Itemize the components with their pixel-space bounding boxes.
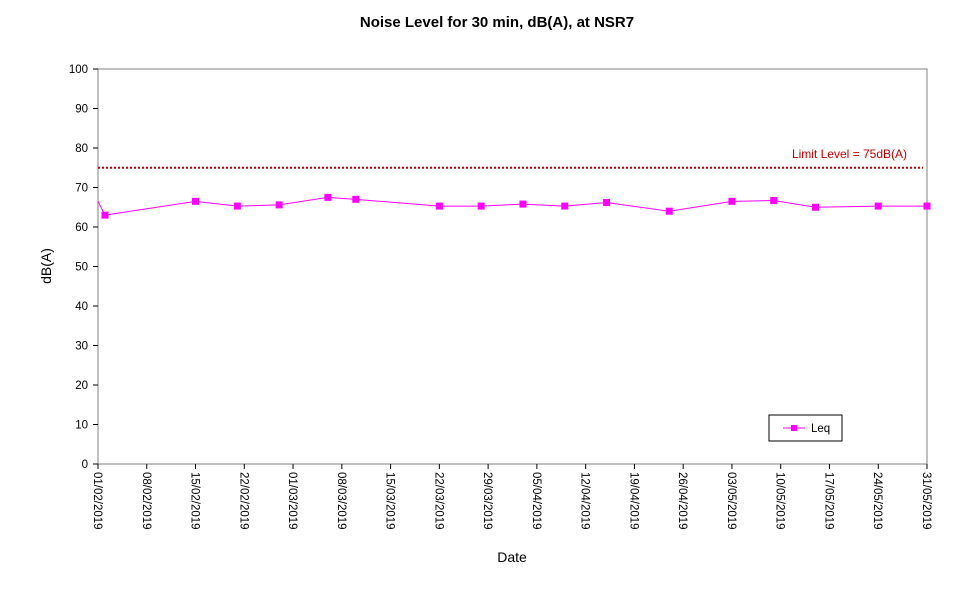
chart-title: Noise Level for 30 min, dB(A), at NSR7 [360, 14, 634, 31]
data-point [324, 193, 332, 201]
x-tick-label: 31/05/2019 [920, 472, 932, 530]
data-point [923, 202, 931, 210]
x-tick-label: 19/04/2019 [627, 472, 639, 530]
data-point [874, 202, 882, 210]
x-tick-label: 08/03/2019 [335, 472, 347, 530]
data-point [728, 197, 736, 205]
data-point [275, 201, 283, 209]
y-tick-label: 10 [75, 420, 88, 432]
series-leq [97, 193, 931, 219]
y-tick-label: 70 [75, 183, 88, 195]
x-tick-label: 29/03/2019 [481, 472, 493, 530]
x-tick-label: 22/02/2019 [237, 472, 249, 530]
x-tick-label: 22/03/2019 [432, 472, 444, 530]
legend-box [768, 414, 843, 442]
series-line [97, 196, 927, 216]
limit-level: Limit Level = 75dB(A) [98, 147, 923, 169]
y-axis: 0 10 20 30 40 50 60 70 80 90 100 [69, 64, 98, 471]
y-tick-label: 50 [75, 262, 88, 274]
x-tick-label: 12/04/2019 [579, 472, 591, 530]
data-point [770, 197, 778, 205]
y-tick-label: 30 [75, 341, 88, 353]
data-point [233, 202, 241, 210]
y-tick-label: 100 [69, 64, 88, 76]
legend-marker [791, 425, 797, 431]
data-point [477, 202, 485, 210]
x-tick-label: 24/05/2019 [871, 472, 883, 530]
y-tick-label: 90 [75, 104, 88, 116]
y-tick-label: 20 [75, 380, 88, 392]
data-point [519, 200, 527, 208]
y-tick-label: 40 [75, 301, 88, 313]
data-point [603, 199, 611, 207]
y-tick-label: 0 [82, 459, 88, 471]
x-tick-label: 05/04/2019 [530, 472, 542, 530]
x-tick-label: 17/05/2019 [822, 472, 834, 530]
limit-label: Limit Level = 75dB(A) [792, 147, 907, 161]
x-tick-label: 15/02/2019 [189, 472, 201, 530]
x-tick-label: 01/02/2019 [91, 472, 103, 530]
y-tick-label: 80 [75, 143, 88, 155]
data-point [812, 203, 820, 211]
data-point [101, 211, 109, 219]
data-point [435, 202, 443, 210]
x-tick-label: 03/05/2019 [725, 472, 737, 530]
x-tick-label: 26/04/2019 [676, 472, 688, 530]
data-point [561, 202, 569, 210]
data-point [192, 197, 200, 205]
x-tick-label: 15/03/2019 [384, 472, 396, 530]
y-axis-title: dB(A) [38, 248, 54, 284]
legend-label-leq: Leq [811, 423, 830, 435]
x-axis: 01/02/2019 08/02/2019 15/02/2019 22/02/2019… [91, 464, 932, 530]
x-tick-label: 01/03/2019 [286, 472, 298, 530]
x-tick-label: 10/05/2019 [774, 472, 786, 530]
x-tick-label: 08/02/2019 [140, 472, 152, 530]
data-point [352, 195, 360, 203]
plot-area [97, 68, 928, 465]
data-point [665, 207, 673, 215]
legend: Leq [768, 414, 843, 442]
x-axis-title: Date [497, 549, 527, 565]
y-tick-label: 60 [75, 222, 88, 234]
